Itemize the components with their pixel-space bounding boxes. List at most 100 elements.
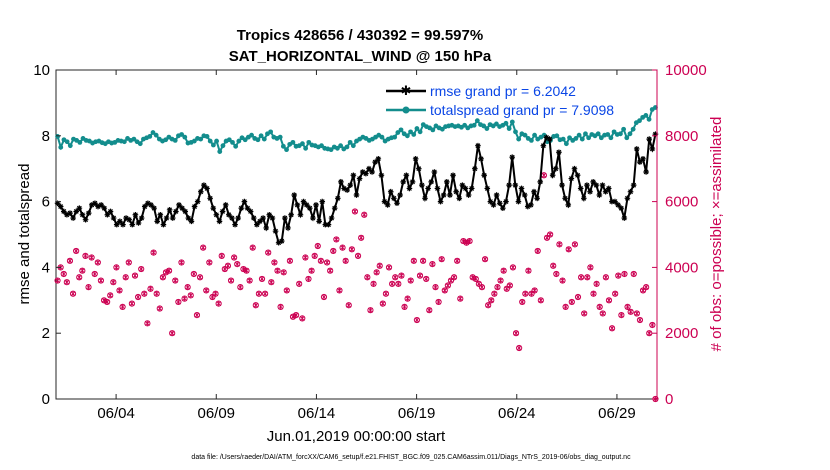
obs-assimilated-point [374, 269, 380, 276]
obs-assimilated-point [600, 310, 606, 317]
series-point [593, 182, 600, 188]
obs-assimilated-point [200, 244, 206, 251]
x-tick-label: 06/04 [97, 405, 135, 422]
series-point [254, 221, 260, 228]
series-point [503, 198, 509, 205]
obs-assimilated-point [451, 274, 457, 281]
obs-assimilated-point [82, 253, 88, 259]
obs-assimilated-point [516, 345, 522, 351]
series-point [306, 139, 312, 145]
series-point [574, 172, 581, 179]
obs-assimilated-point [265, 249, 271, 256]
series-point [60, 208, 67, 215]
obs-assimilated-point [104, 299, 110, 305]
series-point [552, 165, 559, 172]
series-point [163, 137, 169, 143]
series-point [176, 202, 182, 208]
series-point [163, 215, 170, 221]
series-point [652, 131, 659, 137]
series-point [131, 136, 137, 142]
series-point [250, 215, 257, 221]
series-point [335, 195, 341, 202]
series-point [381, 198, 388, 205]
series-point [338, 179, 344, 185]
series-point [258, 133, 264, 139]
series-point [403, 172, 410, 179]
obs-assimilated-point [371, 281, 377, 287]
obs-assimilated-point [550, 262, 556, 269]
obs-assimilated-point [302, 254, 308, 261]
series-point [278, 238, 285, 244]
obs-assimilated-point [377, 262, 383, 269]
series-point [319, 143, 324, 149]
obs-assimilated-point [203, 287, 209, 294]
series-point [313, 202, 319, 208]
y-tick-label: 8 [42, 128, 50, 145]
series-point [169, 215, 176, 221]
series-point [126, 216, 132, 223]
series-point [587, 188, 593, 195]
obs-assimilated-point [367, 307, 373, 313]
obs-assimilated-point [525, 267, 531, 274]
obs-assimilated-point [631, 271, 637, 277]
obs-assimilated-point [538, 297, 544, 304]
obs-assimilated-point [355, 253, 361, 259]
series-point [166, 207, 173, 213]
series-point [290, 139, 296, 145]
obs-assimilated-point [70, 290, 76, 297]
series-point [627, 131, 633, 137]
obs-assimilated-point [532, 287, 538, 294]
obs-assimilated-point [625, 304, 631, 310]
series-point [567, 135, 572, 141]
obs-assimilated-point [293, 312, 299, 318]
series-point [522, 132, 528, 138]
series-point [425, 185, 431, 192]
series-point [147, 134, 153, 139]
series-point [434, 185, 441, 192]
obs-assimilated-point [445, 282, 451, 289]
legend-rmse-label: rmse grand pr = 6.2042 [430, 83, 576, 99]
obs-assimilated-point [643, 284, 649, 290]
obs-assimilated-point [479, 284, 485, 290]
series-point [269, 215, 276, 221]
series-point [182, 134, 188, 140]
series-point [618, 205, 624, 211]
series-point [335, 145, 340, 151]
obs-assimilated-point [132, 272, 138, 279]
series-point [618, 131, 623, 137]
y-tick-label: 10 [33, 62, 50, 79]
obs-assimilated-point [113, 264, 119, 271]
obs-assimilated-point [569, 299, 575, 305]
series-point [395, 130, 401, 135]
series-point [543, 134, 550, 141]
obs-assimilated-point [572, 241, 578, 248]
obs-assimilated-point [166, 267, 172, 274]
y-right-tick-label: 8000 [665, 128, 698, 145]
series-point [506, 182, 512, 188]
obs-assimilated-point [312, 253, 318, 259]
obs-assimilated-point [361, 211, 367, 218]
y-right-tick-label: 4000 [665, 259, 698, 276]
obs-assimilated-point [454, 258, 460, 264]
obs-assimilated-point [467, 238, 473, 244]
series-point [372, 159, 378, 165]
obs-assimilated-point [494, 284, 500, 290]
obs-assimilated-point [250, 244, 256, 251]
series-point [303, 202, 310, 208]
series-point [188, 218, 195, 225]
obs-assimilated-point [240, 266, 246, 272]
obs-assimilated-point [498, 277, 504, 284]
series-point [207, 138, 213, 144]
series-point [182, 208, 189, 215]
x-tick-label: 06/09 [197, 405, 235, 422]
series-point [419, 182, 425, 188]
series-point [233, 143, 239, 149]
obs-assimilated-point [488, 297, 494, 304]
obs-assimilated-point [584, 274, 590, 281]
obs-assimilated-point [414, 317, 420, 323]
obs-assimilated-point [590, 290, 597, 297]
series-point [89, 202, 95, 208]
series-point [79, 211, 86, 218]
series-point [447, 192, 453, 198]
